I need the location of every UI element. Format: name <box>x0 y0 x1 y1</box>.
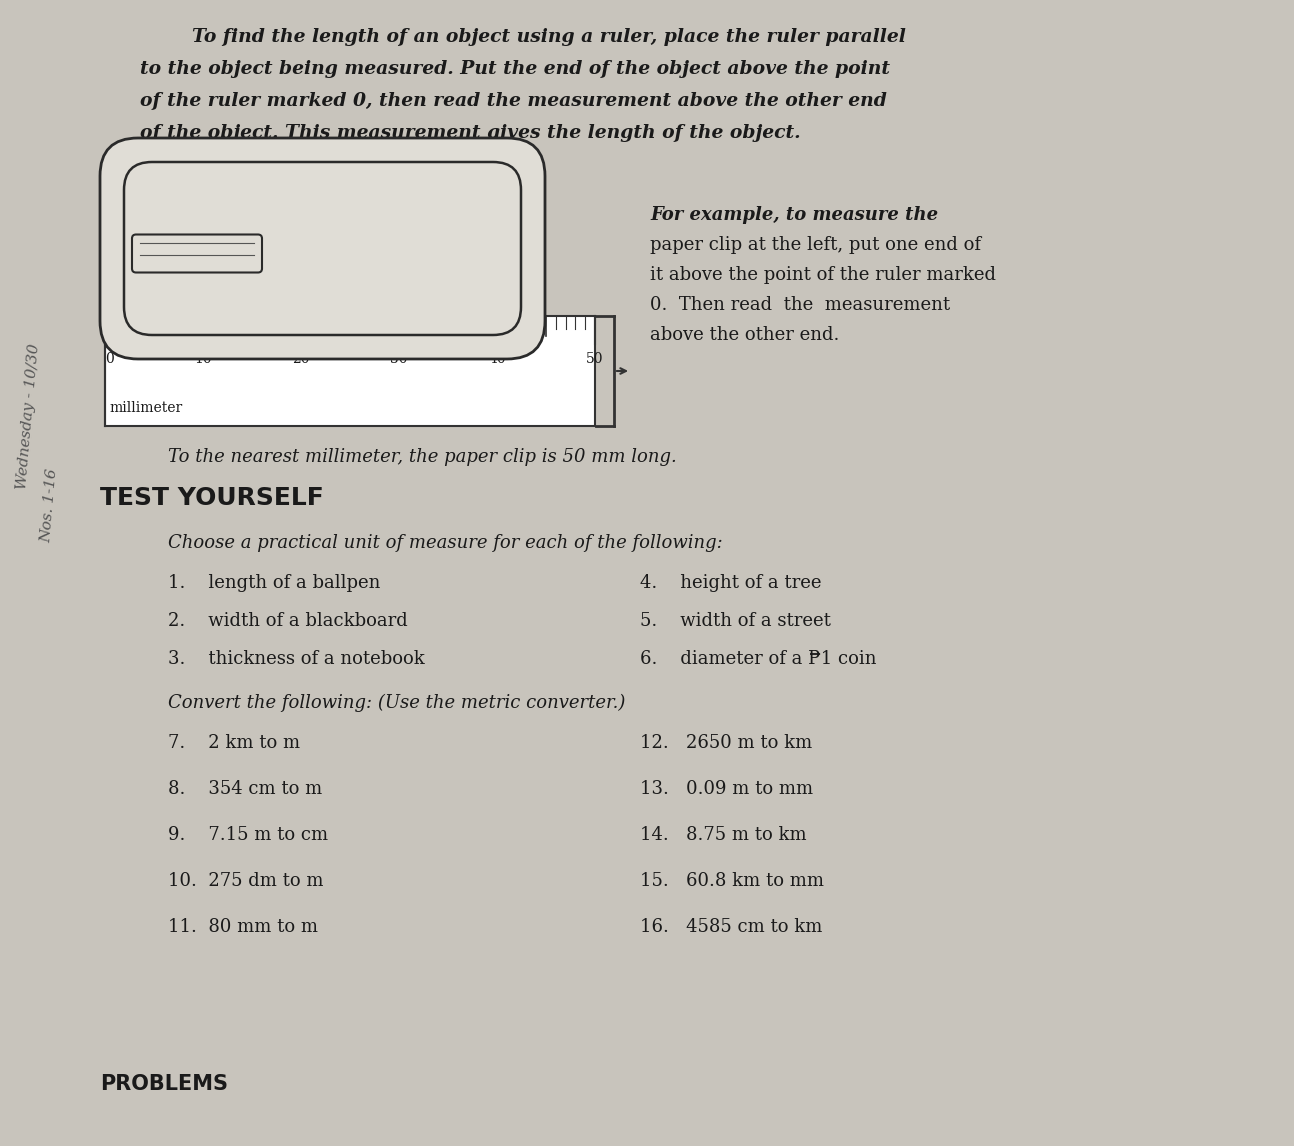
Text: PROBLEMS: PROBLEMS <box>100 1074 228 1094</box>
Text: it above the point of the ruler marked: it above the point of the ruler marked <box>650 266 996 284</box>
FancyBboxPatch shape <box>124 162 521 335</box>
Text: 0.  Then read  the  measurement: 0. Then read the measurement <box>650 296 950 314</box>
Text: 16.   4585 cm to km: 16. 4585 cm to km <box>641 918 823 936</box>
Text: To find the length of an object using a ruler, place the ruler parallel: To find the length of an object using a … <box>140 28 906 46</box>
Text: paper clip at the left, put one end of: paper clip at the left, put one end of <box>650 236 981 254</box>
Text: of the ruler marked 0, then read the measurement above the other end: of the ruler marked 0, then read the mea… <box>140 92 886 110</box>
Text: 10.  275 dm to m: 10. 275 dm to m <box>168 872 324 890</box>
Text: 3.    thickness of a notebook: 3. thickness of a notebook <box>168 650 424 668</box>
Text: 11.  80 mm to m: 11. 80 mm to m <box>168 918 318 936</box>
Text: 2.    width of a blackboard: 2. width of a blackboard <box>168 612 408 630</box>
Text: 15.   60.8 km to mm: 15. 60.8 km to mm <box>641 872 824 890</box>
Text: Convert the following: (Use the metric converter.): Convert the following: (Use the metric c… <box>168 694 625 713</box>
Text: Nos. 1-16: Nos. 1-16 <box>40 469 61 543</box>
Text: Choose a practical unit of measure for each of the following:: Choose a practical unit of measure for e… <box>168 534 723 552</box>
Text: 10: 10 <box>194 352 212 366</box>
Text: of the object. This measurement gives the length of the object.: of the object. This measurement gives th… <box>140 124 801 142</box>
Text: 4.    height of a tree: 4. height of a tree <box>641 574 822 592</box>
Text: 40: 40 <box>488 352 506 366</box>
Text: to the object being measured. Put the end of the object above the point: to the object being measured. Put the en… <box>140 60 890 78</box>
Text: 9.    7.15 m to cm: 9. 7.15 m to cm <box>168 826 329 843</box>
Text: 8.    354 cm to m: 8. 354 cm to m <box>168 780 322 798</box>
Text: Wednesday - 10/30: Wednesday - 10/30 <box>14 343 41 489</box>
Text: 12.   2650 m to km: 12. 2650 m to km <box>641 733 813 752</box>
Text: above the other end.: above the other end. <box>650 325 840 344</box>
Text: 6.    diameter of a ₱1 coin: 6. diameter of a ₱1 coin <box>641 650 876 668</box>
Text: 30: 30 <box>391 352 408 366</box>
FancyBboxPatch shape <box>132 235 261 273</box>
FancyBboxPatch shape <box>100 138 545 359</box>
Text: 13.   0.09 m to mm: 13. 0.09 m to mm <box>641 780 813 798</box>
Text: TEST YOURSELF: TEST YOURSELF <box>100 486 324 510</box>
Text: For example, to measure the: For example, to measure the <box>650 206 938 223</box>
Text: 14.   8.75 m to km: 14. 8.75 m to km <box>641 826 806 843</box>
Text: 7.    2 km to m: 7. 2 km to m <box>168 733 300 752</box>
Text: To the nearest millimeter, the paper clip is 50 mm long.: To the nearest millimeter, the paper cli… <box>168 448 677 466</box>
Text: 0: 0 <box>105 352 114 366</box>
Text: 50: 50 <box>586 352 604 366</box>
Text: 5.    width of a street: 5. width of a street <box>641 612 831 630</box>
FancyBboxPatch shape <box>105 316 595 426</box>
Text: 1.    length of a ballpen: 1. length of a ballpen <box>168 574 380 592</box>
Text: millimeter: millimeter <box>109 401 182 415</box>
Text: 20: 20 <box>292 352 309 366</box>
